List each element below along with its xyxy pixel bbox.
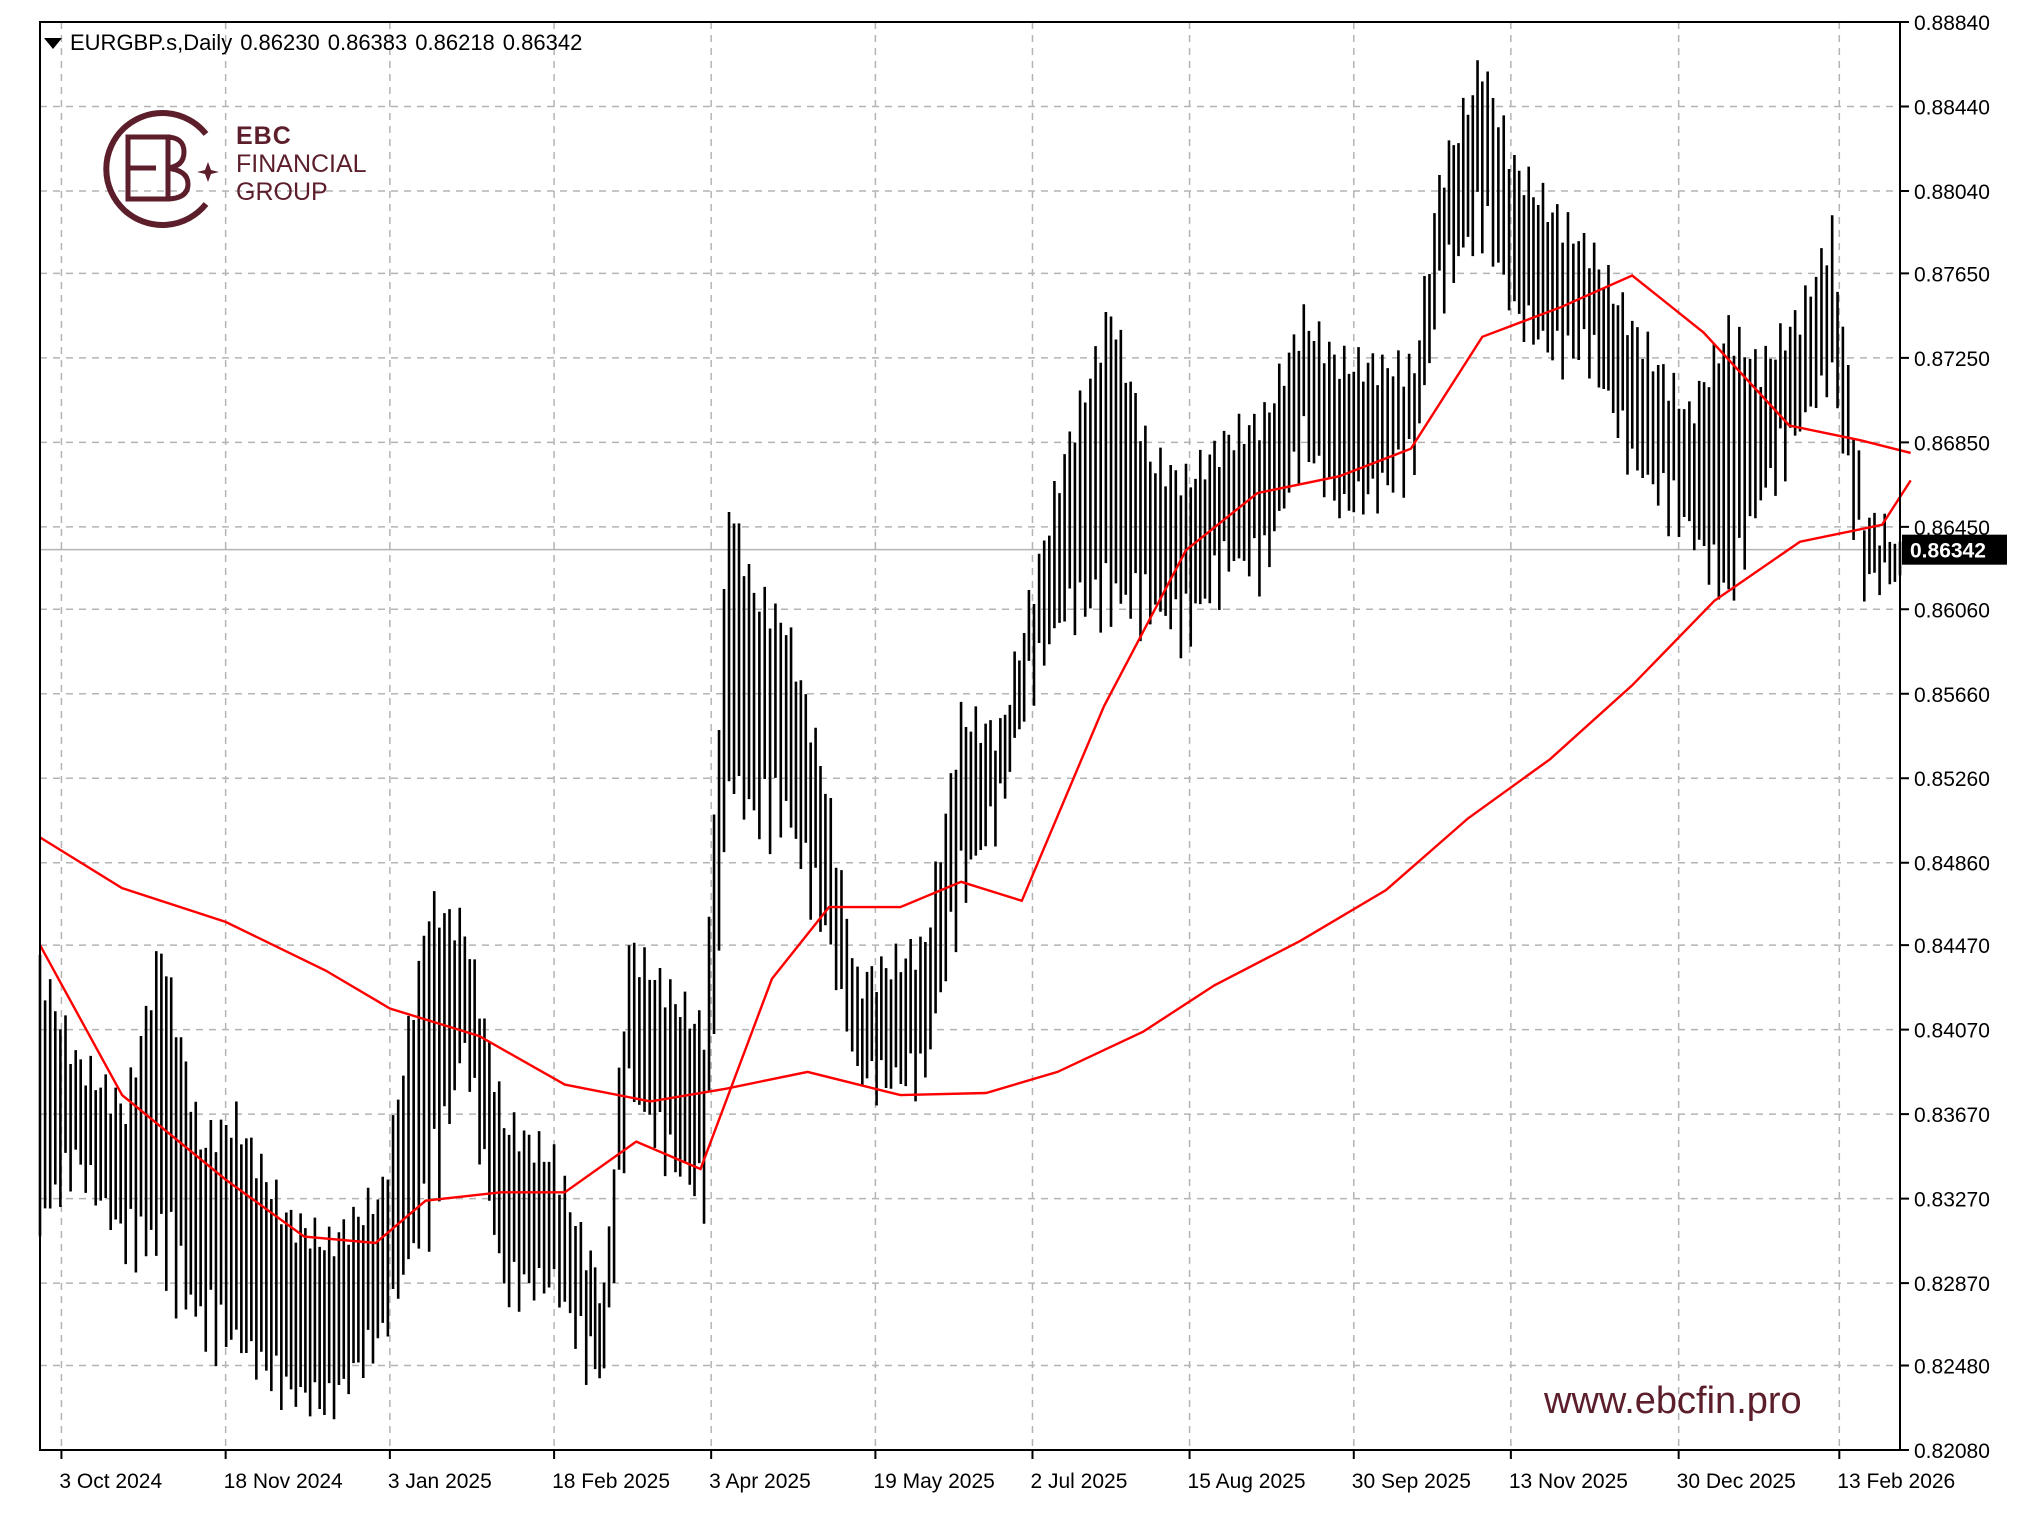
x-tick-label: 3 Oct 2024: [59, 1470, 162, 1493]
y-tick-label: 0.82870: [1914, 1273, 1990, 1296]
brand-line-3: GROUP: [236, 178, 328, 206]
y-tick-label: 0.82480: [1914, 1356, 1990, 1379]
y-tick-label: 0.85660: [1914, 684, 1990, 707]
last-price-label-text: 0.86342: [1910, 540, 1986, 563]
moving-averages: [38, 274, 1912, 1245]
x-tick-label: 18 Feb 2025: [552, 1470, 670, 1493]
x-tick-label: 3 Jan 2025: [388, 1470, 492, 1493]
y-tick-label: 0.86450: [1914, 517, 1990, 540]
x-tick-label: 13 Nov 2025: [1509, 1470, 1628, 1493]
y-tick-label: 0.88040: [1914, 181, 1990, 204]
y-tick-label: 0.86850: [1914, 432, 1990, 455]
y-tick-label: 0.87650: [1914, 263, 1990, 286]
x-tick-label: 3 Apr 2025: [709, 1470, 811, 1493]
ohlc-high: 0.86383: [327, 30, 408, 55]
brand-name: EBC FINANCIAL GROUP: [236, 122, 367, 206]
website-link[interactable]: www.ebcfin.pro: [1544, 1380, 1802, 1422]
x-tick-label: 18 Nov 2024: [224, 1470, 343, 1493]
x-tick-label: 19 May 2025: [873, 1470, 994, 1493]
plot-frame: [39, 21, 1901, 1451]
y-tick-label: 0.88440: [1914, 96, 1990, 119]
y-tick-label: 0.82080: [1914, 1440, 1990, 1463]
symbol-timeframe: EURGBP.s,Daily: [70, 30, 233, 55]
y-tick-label: 0.84860: [1914, 853, 1990, 876]
y-tick-label: 0.84470: [1914, 935, 1990, 958]
x-tick-label: 13 Feb 2026: [1837, 1470, 1955, 1493]
ohlc-low: 0.86218: [415, 30, 495, 55]
y-tick-label: 0.83270: [1914, 1189, 1990, 1212]
last-price-label-bg: [1902, 534, 2007, 565]
x-tick-label: 30 Sep 2025: [1352, 1470, 1471, 1493]
last-price-label: 0.86342: [1902, 534, 2007, 565]
y-tick-label: 0.84070: [1914, 1020, 1990, 1043]
y-tick-label: 0.85260: [1914, 768, 1990, 791]
x-tick-label: 30 Dec 2025: [1677, 1470, 1796, 1493]
y-tick-label: 0.83670: [1914, 1104, 1990, 1127]
ohlc-close: 0.86342: [502, 30, 583, 55]
y-tick-label: 0.87250: [1914, 348, 1990, 371]
x-tick-label: 2 Jul 2025: [1030, 1470, 1127, 1493]
time-axis: 3 Oct 2024 18 Nov 2024 3 Jan 2025 18 Feb 20…: [59, 1450, 1955, 1493]
ohlc-open: 0.86230: [240, 30, 320, 55]
y-tick-label: 0.86060: [1914, 599, 1990, 622]
y-tick-label: 0.88840: [1914, 12, 1990, 35]
dropdown-triangle-icon[interactable]: [44, 37, 62, 49]
ebc-logo-icon: [103, 110, 219, 228]
brand-line-2: FINANCIAL: [236, 150, 367, 178]
price-axis: 0.88840 0.88440 0.88040 0.87650 0.87250 0.868…: [1900, 12, 1990, 1463]
brand-line-1: EBC: [236, 122, 292, 150]
x-tick-label: 15 Aug 2025: [1188, 1470, 1306, 1493]
moving-average-line-2: [39, 479, 1912, 1103]
chart-header: EURGBP.s,Daily 0.86230 0.86383 0.86218 0…: [44, 30, 582, 56]
price-bars: [38, 60, 1902, 1420]
moving-average-line-1: [38, 274, 1911, 1245]
